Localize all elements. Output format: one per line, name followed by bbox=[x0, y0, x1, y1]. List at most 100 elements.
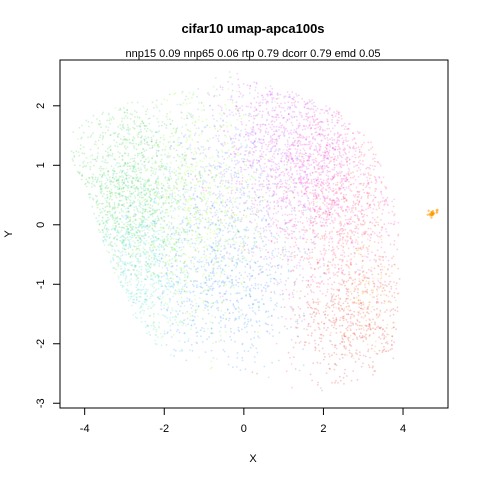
data-point bbox=[195, 268, 198, 271]
data-point bbox=[124, 267, 126, 270]
data-point bbox=[313, 208, 316, 211]
data-point bbox=[163, 123, 166, 125]
data-point bbox=[163, 238, 165, 241]
data-point bbox=[231, 159, 233, 162]
data-point bbox=[108, 236, 111, 239]
data-point bbox=[148, 315, 151, 317]
data-point bbox=[264, 311, 267, 313]
data-point bbox=[316, 197, 318, 200]
data-point bbox=[307, 116, 310, 119]
data-point bbox=[250, 251, 253, 253]
data-point bbox=[208, 288, 211, 291]
data-point bbox=[152, 172, 155, 175]
data-point bbox=[140, 183, 142, 186]
data-point bbox=[186, 166, 189, 168]
data-point bbox=[131, 157, 134, 160]
data-point bbox=[313, 127, 316, 130]
data-point bbox=[303, 143, 306, 146]
data-point bbox=[324, 109, 327, 112]
data-point bbox=[111, 198, 113, 201]
data-point bbox=[219, 275, 222, 278]
data-point bbox=[290, 363, 293, 365]
data-point bbox=[160, 216, 163, 219]
data-point bbox=[361, 233, 363, 236]
data-point bbox=[219, 284, 222, 287]
data-point bbox=[200, 239, 203, 242]
data-point bbox=[182, 218, 185, 221]
data-point bbox=[148, 193, 151, 195]
data-point bbox=[295, 132, 298, 134]
data-point bbox=[140, 268, 143, 271]
data-point bbox=[102, 157, 104, 160]
data-point bbox=[100, 176, 103, 178]
data-point bbox=[171, 204, 174, 207]
data-point bbox=[179, 292, 182, 295]
data-point bbox=[216, 267, 219, 270]
data-point bbox=[254, 219, 256, 221]
data-point bbox=[117, 249, 119, 252]
data-point bbox=[149, 214, 152, 216]
data-point bbox=[157, 276, 160, 279]
data-point bbox=[341, 254, 344, 257]
data-point bbox=[219, 296, 222, 298]
data-point bbox=[223, 293, 226, 295]
data-point bbox=[242, 187, 245, 190]
data-point bbox=[295, 227, 297, 230]
data-point bbox=[100, 165, 102, 168]
data-point bbox=[263, 245, 265, 248]
data-point bbox=[119, 231, 121, 233]
data-point bbox=[125, 221, 128, 224]
data-point bbox=[166, 118, 169, 120]
data-point bbox=[302, 276, 305, 279]
data-point bbox=[165, 124, 168, 127]
data-point bbox=[152, 249, 155, 251]
data-point bbox=[225, 179, 227, 182]
data-point bbox=[122, 274, 125, 277]
data-point bbox=[124, 208, 127, 210]
data-point bbox=[164, 262, 166, 264]
data-point bbox=[296, 159, 298, 162]
data-point bbox=[367, 252, 370, 255]
data-point bbox=[149, 190, 151, 193]
data-point bbox=[133, 170, 136, 173]
data-point bbox=[168, 301, 171, 303]
data-point bbox=[313, 291, 315, 294]
data-point bbox=[251, 274, 254, 277]
data-point bbox=[183, 237, 186, 240]
data-point bbox=[161, 210, 164, 213]
data-point bbox=[228, 238, 231, 241]
data-point bbox=[199, 197, 202, 200]
data-point bbox=[168, 178, 171, 181]
data-point bbox=[133, 264, 136, 267]
data-point bbox=[167, 233, 169, 236]
data-point bbox=[155, 139, 158, 142]
data-point bbox=[225, 211, 228, 214]
data-point bbox=[240, 182, 243, 185]
data-point bbox=[222, 256, 225, 259]
data-point bbox=[391, 210, 394, 213]
data-point bbox=[234, 171, 237, 174]
data-point bbox=[196, 212, 198, 215]
data-point bbox=[120, 200, 123, 202]
data-point bbox=[151, 301, 154, 304]
data-point bbox=[172, 226, 174, 229]
data-point bbox=[110, 118, 113, 121]
data-point bbox=[205, 255, 208, 257]
data-point bbox=[107, 154, 110, 157]
data-point bbox=[123, 182, 126, 185]
data-point bbox=[149, 278, 152, 281]
data-point bbox=[224, 206, 227, 208]
data-point bbox=[124, 163, 127, 166]
data-point bbox=[143, 284, 146, 286]
data-point bbox=[175, 159, 178, 162]
data-point bbox=[114, 158, 117, 161]
data-point bbox=[289, 356, 291, 359]
data-point bbox=[136, 284, 139, 286]
data-point bbox=[277, 162, 280, 165]
data-point bbox=[127, 207, 129, 210]
data-point bbox=[215, 301, 217, 303]
data-point bbox=[129, 118, 132, 120]
data-point bbox=[274, 182, 276, 185]
data-point bbox=[155, 259, 158, 261]
data-point bbox=[297, 125, 300, 128]
